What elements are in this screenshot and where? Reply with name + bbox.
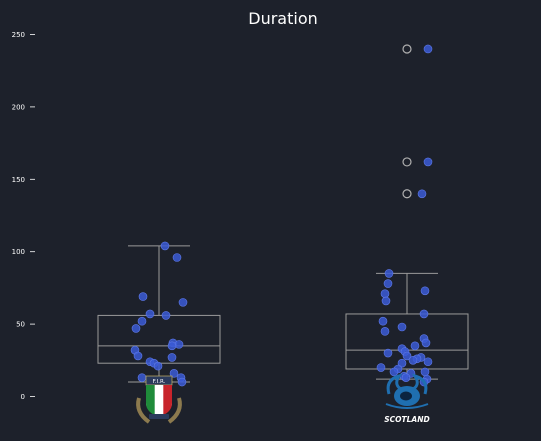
data-point	[420, 286, 430, 296]
y-axis: 0 50 100 150 200 250	[12, 31, 35, 401]
outlier-marker	[402, 157, 412, 167]
data-point	[178, 298, 188, 307]
scotland-logo: SCOTLAND	[384, 373, 430, 424]
data-point	[401, 373, 411, 382]
team-logos: F.I.R. SCOTLAND	[136, 373, 430, 424]
data-point	[383, 348, 393, 358]
y-tick-label: 150	[12, 176, 25, 184]
shield-red	[163, 385, 172, 415]
box-group	[97, 44, 469, 383]
data-point	[410, 341, 420, 351]
data-point	[177, 377, 187, 387]
data-point	[408, 355, 418, 365]
data-point	[138, 292, 148, 301]
box-scotland	[345, 44, 469, 380]
data-point	[167, 341, 177, 351]
data-point	[420, 367, 430, 377]
data-point	[383, 279, 393, 288]
outlier-marker	[402, 189, 412, 199]
point-group	[130, 44, 433, 387]
box-iqr	[97, 314, 221, 364]
data-point	[402, 351, 412, 361]
data-point	[137, 373, 147, 382]
data-point	[161, 311, 171, 320]
data-point	[137, 316, 147, 326]
shield-green	[146, 385, 155, 415]
data-point	[378, 316, 388, 326]
box-iqr	[345, 313, 469, 370]
logo-text: F.I.R.	[153, 379, 166, 385]
y-tick-label: 200	[12, 103, 25, 111]
logo-text: SCOTLAND	[384, 415, 429, 424]
thistle-center	[400, 391, 412, 401]
data-point	[380, 327, 390, 336]
data-point	[133, 351, 143, 361]
data-point	[423, 157, 433, 167]
data-point	[417, 189, 427, 199]
thistle-base	[385, 403, 429, 409]
y-tick-label: 50	[16, 321, 25, 329]
data-point	[389, 367, 399, 377]
thistle-leaves	[386, 373, 428, 395]
data-point	[167, 353, 177, 362]
data-point	[174, 340, 184, 349]
data-point	[384, 269, 394, 278]
y-tick-label: 250	[12, 31, 25, 39]
outlier-marker	[402, 44, 412, 54]
y-tick-label: 100	[12, 248, 25, 256]
box-italy	[97, 245, 221, 383]
data-point	[160, 241, 170, 251]
data-point	[172, 253, 182, 262]
data-point	[397, 322, 407, 332]
data-point	[421, 338, 431, 348]
y-tick-label: 0	[21, 393, 25, 401]
data-point	[423, 44, 433, 54]
data-point	[131, 324, 141, 333]
data-point	[145, 309, 155, 319]
data-point	[380, 289, 390, 298]
data-point	[153, 361, 163, 371]
data-point	[376, 363, 386, 372]
logo-ribbon	[149, 414, 169, 419]
data-point	[381, 296, 391, 306]
italy-logo: F.I.R.	[136, 375, 182, 424]
laurel-wreath	[136, 397, 182, 424]
chart-title: Duration	[248, 9, 318, 28]
data-point	[169, 369, 179, 378]
data-point	[423, 357, 433, 367]
data-point	[419, 309, 429, 319]
